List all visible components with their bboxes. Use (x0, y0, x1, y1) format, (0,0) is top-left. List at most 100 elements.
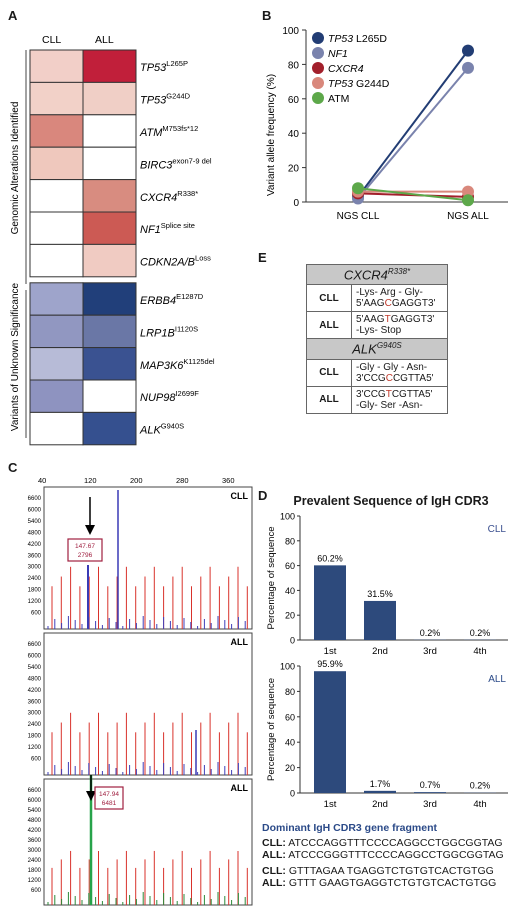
d-bar-label: 0.2% (420, 628, 441, 638)
heatmap-cell-cll (29, 211, 84, 245)
d-bar-label: 1.7% (370, 779, 391, 789)
c-ytick-label: 1200 (28, 745, 42, 751)
fragment-row: ALL: GTTT GAAGTGAGGTCTGTGTCACTGTGG (262, 877, 497, 889)
c-ytick-label: 1200 (28, 599, 42, 605)
c-ytick-label: 4200 (28, 542, 42, 548)
fragment-title: Dominant IgH CDR3 gene fragment (262, 822, 438, 834)
alk-row-all-label: ALL (306, 385, 352, 414)
c-ytick-label: 6000 (28, 798, 42, 804)
d-ytick-label: 20 (285, 763, 295, 773)
c-ytick-label: 600 (31, 888, 42, 894)
c-trace-label: ALL (231, 783, 249, 793)
d-series-label: ALL (488, 674, 506, 685)
heatmap-cell-cll (29, 81, 84, 116)
d-xtick-label: 2nd (372, 646, 388, 657)
d-ytick-label: 100 (280, 512, 295, 522)
c-ytick-label: 1800 (28, 868, 42, 874)
b-point (462, 194, 474, 207)
gene-label: LRP1BI1120S (140, 324, 198, 339)
b-xtick-label: NGS CLL (337, 211, 380, 222)
d-series-label: CLL (488, 524, 507, 535)
b-series-line (357, 50, 469, 198)
c-trace-label: CLL (231, 491, 249, 501)
gene-label: CXCR4R338* (140, 189, 198, 204)
heatmap-cell-cll (29, 49, 84, 83)
fragment-row: ALL: ATCCCGGGTTTCCCCAGGCCTGGCGGTAG (262, 849, 504, 861)
c-peak-box-text: 147.67 (75, 543, 95, 550)
b-legend-marker (312, 47, 324, 59)
b-series-line (357, 67, 469, 200)
d-bar (314, 565, 346, 640)
c-ytick-label: 2400 (28, 576, 42, 582)
c-peak-box (67, 538, 103, 562)
gene-label: ATMM753fs*12 (139, 124, 198, 139)
heatmap-cell-all (82, 314, 137, 349)
d-bar-label: 0.2% (470, 628, 491, 638)
d-bar (414, 792, 446, 793)
d-bar (364, 790, 396, 793)
col-header-cll: CLL (42, 34, 61, 46)
c-ytick-label: 5400 (28, 665, 42, 671)
alk-row-all-seq: 3'CCGTCGTTA5' -Gly- Ser -Asn- (351, 385, 448, 414)
c-ytick-label: 3600 (28, 553, 42, 559)
b-xtick-label: NGS ALL (447, 211, 489, 222)
heatmap-cell-cll (29, 379, 84, 413)
heatmap-cell-cll (29, 243, 84, 278)
heatmap-cell-all (82, 81, 137, 116)
d-bar-label: 0.7% (420, 780, 441, 790)
alk-row-cll-label: CLL (306, 358, 352, 387)
c-peak-box-text: 147.94 (99, 791, 119, 798)
d-fragments: Dominant IgH CDR3 gene fragment CLL: ATC… (262, 822, 518, 889)
d-ytick-label: 40 (285, 738, 295, 748)
b-ytick-label: 60 (288, 95, 300, 106)
c-ytick-label: 1800 (28, 588, 42, 594)
d-xtick-label: 4th (473, 799, 486, 810)
b-legend-label: CXCR4 (328, 63, 364, 75)
d-xtick-label: 3rd (423, 646, 437, 657)
d-bar-label: 60.2% (317, 553, 343, 563)
c-trace-label: ALL (231, 637, 249, 647)
d-xtick-label: 1st (324, 646, 337, 657)
d-ytick-label: 60 (285, 561, 295, 571)
c-ytick-label: 2400 (28, 722, 42, 728)
gene-label: ALKG940S (139, 422, 184, 437)
b-point (462, 44, 474, 57)
d-bar (314, 671, 346, 793)
gene-label: TP53G244D (140, 92, 191, 107)
panel-b-chart: Variant allele frequency (%) 0 20 40 60 80 10… (266, 26, 508, 222)
b-legend-label: TP53 G244D (328, 78, 390, 90)
alk-title: ALKG940S (306, 338, 448, 360)
c-trace-frame (43, 778, 253, 906)
panel-label-d: D (258, 488, 268, 503)
cxcr4-row-cll-seq: -Lys- Arg - Gly- 5'AAGCGAGGT3' (351, 284, 448, 313)
c-ytick-label: 6600 (28, 642, 42, 648)
gene-label: CDKN2A/BLoss (140, 254, 211, 269)
b-ytick-label: 80 (288, 60, 300, 71)
b-legend-marker (312, 92, 324, 104)
d-bar-label: 0.2% (470, 781, 491, 791)
heatmap-cell-all (82, 379, 137, 413)
c-ytick-label: 6000 (28, 507, 42, 513)
d-xtick-label: 4th (473, 646, 486, 657)
d-xtick-label: 2nd (372, 799, 388, 810)
d-title: Prevalent Sequence of IgH CDR3 (293, 494, 489, 508)
b-ytick-label: 100 (282, 26, 299, 37)
d-ytick-label: 20 (285, 611, 295, 621)
cxcr4-title: CXCR4R338* (306, 263, 448, 286)
heatmap-cell-cll (29, 347, 84, 381)
panel-label-e: E (258, 250, 267, 265)
c-ytick-label: 4800 (28, 530, 42, 536)
c-ytick-label: 3000 (28, 848, 42, 854)
b-legend-label: TP53 L265D (328, 33, 387, 45)
d-bar-label: 31.5% (367, 589, 393, 599)
panel-label-b: B (262, 8, 272, 23)
c-arrowhead (86, 791, 96, 801)
b-series-line (357, 187, 469, 202)
c-ytick-label: 1800 (28, 734, 42, 740)
c-xtick-label: 280 (176, 476, 189, 485)
b-point (462, 185, 474, 198)
gene-label: MAP3K6K1125del (140, 357, 215, 372)
heatmap-cell-all (82, 211, 137, 245)
gene-label: NF1Splice site (140, 221, 195, 236)
c-ytick-label: 3000 (28, 711, 42, 717)
